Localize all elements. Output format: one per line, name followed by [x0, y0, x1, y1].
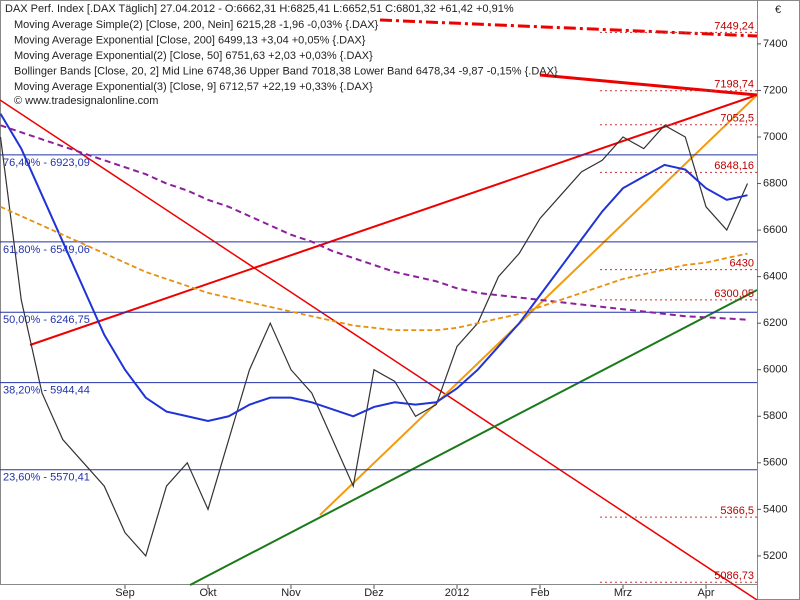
legend-entry: Moving Average Exponential [Close, 200] …	[14, 34, 366, 46]
price-label: 5086,73	[714, 570, 754, 582]
trend-line	[319, 94, 758, 516]
axis-frame	[757, 0, 800, 600]
price-label: 7198,74	[714, 79, 754, 91]
trend-line	[379, 18, 758, 38]
y-tick-label: 5200	[763, 550, 787, 562]
series-line	[0, 205, 748, 332]
trend-line	[539, 73, 758, 97]
fib-label: 61,80% - 6549,06	[3, 244, 90, 256]
y-tick-label: 7400	[763, 38, 787, 50]
y-tick-label: 6600	[763, 224, 787, 236]
legend-entry: Moving Average Exponential(3) [Close, 9]…	[14, 81, 373, 93]
y-tick-label: 6000	[763, 364, 787, 376]
fib-label: 38,20% - 5944,44	[3, 385, 90, 397]
trend-line	[29, 94, 758, 346]
price-label: 6300,05	[714, 288, 754, 300]
legend-entry: Moving Average Exponential(2) [Close, 50…	[14, 50, 373, 62]
x-tick-label: 2012	[445, 587, 469, 599]
price-label: 7449,24	[714, 20, 754, 32]
price-label: 6848,16	[714, 160, 754, 172]
x-tick-label: Mrz	[614, 587, 632, 599]
x-tick-label: Feb	[531, 587, 550, 599]
y-tick-label: 6400	[763, 271, 787, 283]
x-tick-label: Apr	[697, 587, 714, 599]
price-label: 6430	[730, 258, 754, 270]
series-line	[0, 124, 749, 558]
chart-title: DAX Perf. Index [.DAX Täglich] 27.04.201…	[5, 3, 514, 15]
y-tick-label: 7000	[763, 131, 787, 143]
watermark: © www.tradesignalonline.com	[14, 95, 158, 107]
x-tick-label: Sep	[115, 587, 135, 599]
currency: €	[775, 4, 781, 16]
x-tick-label: Dez	[364, 587, 384, 599]
series-line	[0, 113, 748, 422]
y-tick-label: 7200	[763, 84, 787, 96]
y-tick-label: 5600	[763, 457, 787, 469]
fib-label: 23,60% - 5570,41	[3, 472, 90, 484]
fib-label: 76,40% - 6923,09	[3, 157, 90, 169]
legend-entry: Bollinger Bands [Close, 20, 2] Mid Line …	[14, 65, 558, 77]
x-tick-label: Nov	[281, 587, 301, 599]
price-label: 5366,5	[720, 505, 754, 517]
y-tick-label: 6800	[763, 177, 787, 189]
fib-label: 50,00% - 6246,75	[3, 314, 90, 326]
price-label: 7052,5	[720, 113, 754, 125]
series-line	[0, 124, 748, 321]
y-tick-label: 6200	[763, 317, 787, 329]
legend-entry: Moving Average Simple(2) [Close, 200, Ne…	[14, 19, 379, 31]
y-tick-label: 5800	[763, 410, 787, 422]
trend-line	[189, 289, 758, 586]
y-tick-label: 5400	[763, 503, 787, 515]
x-tick-label: Okt	[199, 587, 216, 599]
